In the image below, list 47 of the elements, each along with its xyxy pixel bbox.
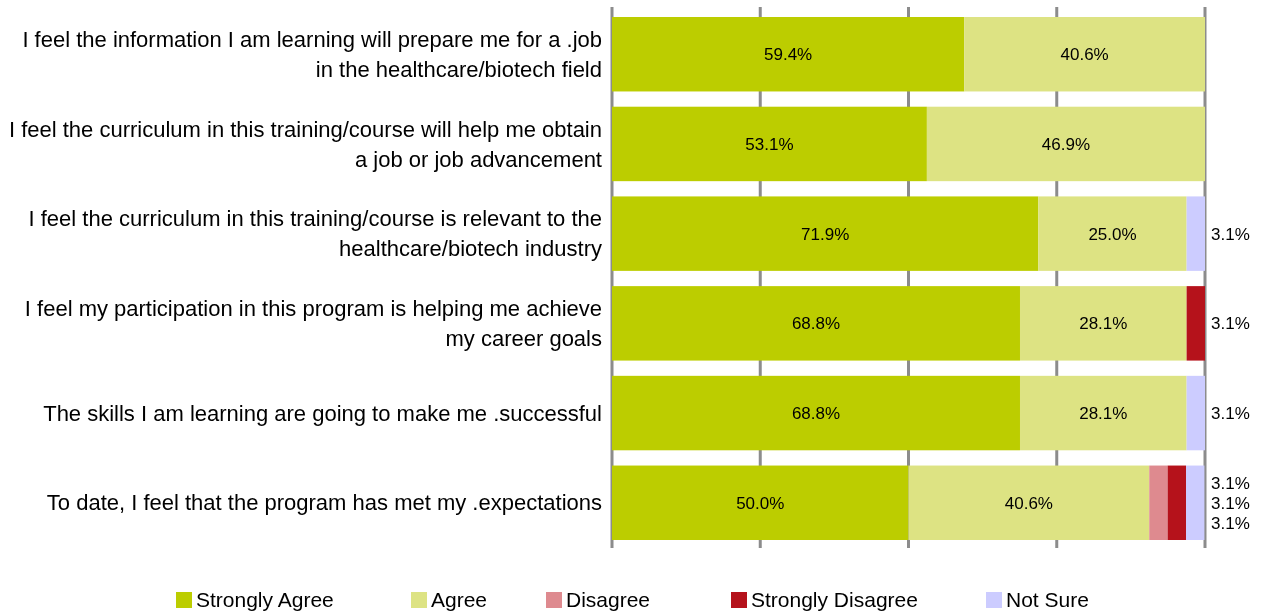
y-tick-label: I feel the curriculum in this training/course will help me obtain a job or job advancement [8,116,602,172]
data-label: 28.1% [1079,404,1128,424]
data-label: 3.1% [1211,224,1250,244]
data-label: 53.1% [745,134,794,154]
y-tick-label: I feel the curriculum in this training/course is relevant to the healthcare/biotech industry [28,206,602,262]
legend-label: Agree [431,588,488,612]
y-tick-label: I feel the information I am learning will prepare me for a .job in the healthcare/biotech field [22,26,602,82]
bar [1019,286,1187,361]
data-label: 68.8% [791,404,841,424]
bar [612,465,909,540]
data-label: 3.1% [1211,493,1250,513]
y-tick-label: The skills I am learning are going to make me .successful [43,400,602,426]
bar [1038,196,1187,271]
bar [964,17,1205,92]
data-label: 50.0% [736,493,785,513]
data-label: 71.9% [801,224,850,244]
legend-label: Strongly Disagree [751,588,918,612]
bar [612,286,1020,361]
legend-label: Strongly Agree [196,588,334,612]
bar [1186,196,1205,271]
data-label: 68.8% [791,314,841,334]
bar [612,196,1039,271]
bar [1186,375,1205,451]
legend-label: Not Sure [1006,588,1089,612]
data-label: 59.4% [764,45,813,65]
bar [1167,465,1187,540]
bar [612,375,1020,451]
bar [1186,465,1205,540]
y-tick-label: I feel my participation in this program is helping me achieve my career goals [24,296,602,352]
data-label: 3.1% [1211,513,1250,533]
bar [1186,286,1205,361]
data-label: 28.1% [1079,314,1128,334]
bar [1019,375,1187,451]
data-label: 3.1% [1211,314,1250,334]
bar [612,17,965,92]
data-label: 25.0% [1088,224,1137,244]
bar [926,106,1205,182]
data-label: 46.9% [1041,134,1091,154]
data-label: 40.6% [1060,45,1109,65]
data-label: 40.6% [1004,493,1053,513]
y-tick-label: To date, I feel that the program has met my .expectations [46,490,602,516]
data-label: 3.1% [1211,473,1250,493]
bar [908,465,1150,540]
bar [612,106,927,182]
data-label: 3.1% [1211,404,1250,424]
legend-label: Disagree [566,588,651,612]
bar [1149,465,1168,540]
